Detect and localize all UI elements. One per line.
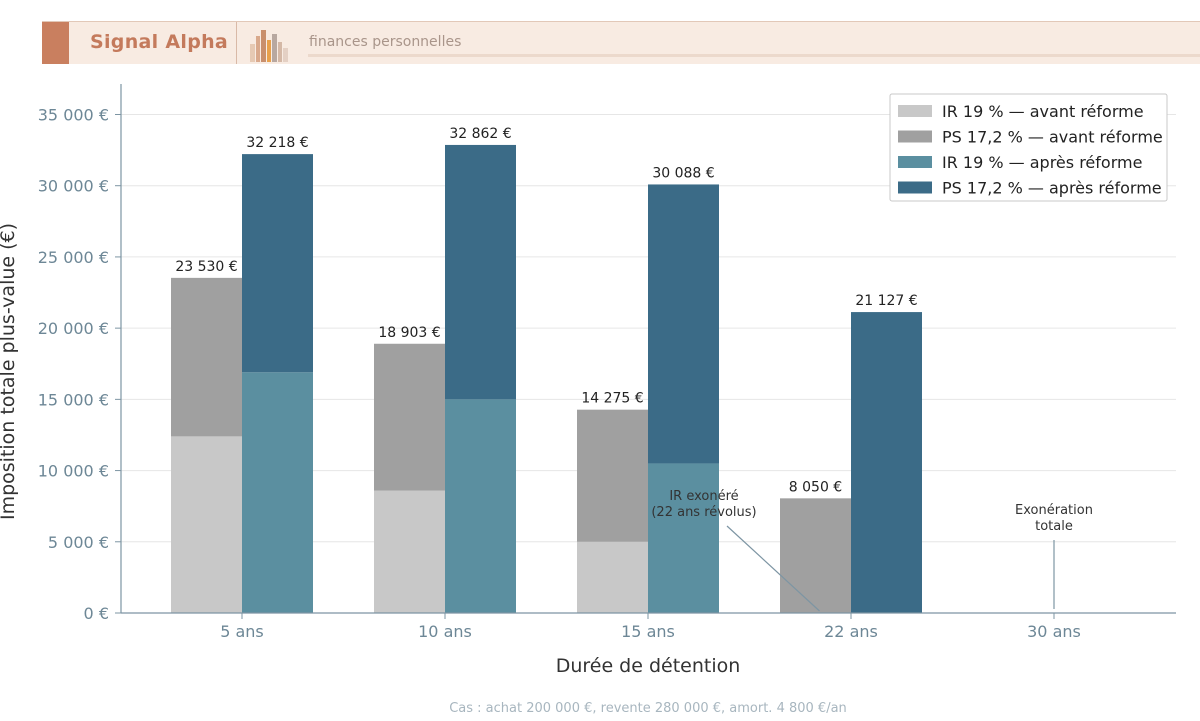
- legend-box: [889, 93, 1168, 202]
- x-tick-label: 10 ans: [418, 622, 472, 641]
- bar-ir-19-apr-s-r-forme-10-ans: [445, 399, 516, 613]
- bar-ps-17-2-apr-s-r-forme-5-ans: [242, 154, 313, 373]
- total-label-avant-22-ans: 8 050 €: [789, 479, 842, 495]
- y-axis-title: Imposition totale plus-value (€): [0, 223, 19, 520]
- total-label-après-5-ans: 32 218 €: [246, 135, 308, 151]
- legend-label-ps-17-2-apr-s-r-forme: PS 17,2 % — après réforme: [942, 179, 1162, 198]
- bar-ir-19-avant-r-forme-5-ans: [171, 436, 242, 613]
- bar-ir-19-apr-s-r-forme-5-ans: [242, 372, 313, 613]
- y-tick-label: 25 000 €: [38, 248, 109, 267]
- bars: [171, 144, 922, 613]
- legend: IR 19 % — avant réforme PS 17,2 % — avant…: [889, 93, 1168, 202]
- value-labels: 23 530 € 18 903 € 14 275 € 8 050 € 32 218 € 3…: [175, 126, 917, 495]
- total-label-avant-5-ans: 23 530 €: [175, 259, 237, 275]
- y-tick-label: 10 000 €: [38, 462, 109, 481]
- annotation-text: totale: [1035, 519, 1073, 534]
- x-tick-label: 15 ans: [621, 622, 675, 641]
- axes: 0 € 5 000 € 10 000 € 15 000 € 20 000 € 25 000…: [0, 84, 1176, 677]
- y-tick-label: 30 000 €: [38, 177, 109, 196]
- tax-chart: 0 € 5 000 € 10 000 € 15 000 € 20 000 € 25 000…: [0, 84, 1176, 677]
- y-tick-label: 35 000 €: [38, 105, 109, 124]
- bar-ir-19-apr-s-r-forme-15-ans: [648, 463, 719, 613]
- brand-name[interactable]: Signal Alpha: [90, 31, 229, 53]
- bar-ps-17-2-avant-r-forme-15-ans: [577, 409, 648, 542]
- annotation-text: IR exonéré: [669, 489, 738, 504]
- x-tick-label: 5 ans: [220, 622, 264, 641]
- bar-ps-17-2-avant-r-forme-10-ans: [374, 343, 445, 491]
- bar-ps-17-2-apr-s-r-forme-15-ans: [648, 184, 719, 464]
- total-label-après-15-ans: 30 088 €: [652, 165, 714, 181]
- annotation-arrow: [726, 525, 820, 612]
- bar-ps-17-2-apr-s-r-forme-10-ans: [445, 144, 516, 400]
- legend-swatch-ps-17-2-avant-r-forme: [898, 130, 932, 143]
- total-label-avant-15-ans: 14 275 €: [581, 391, 643, 407]
- total-label-après-10-ans: 32 862 €: [449, 126, 511, 142]
- annotations: IR exonéré(22 ans révolus) Exonérationtot…: [651, 489, 1093, 612]
- bar-ps-17-2-avant-r-forme-22-ans: [780, 498, 851, 613]
- total-label-avant-10-ans: 18 903 €: [378, 325, 440, 341]
- legend-swatch-ir-19-avant-r-forme: [898, 105, 932, 117]
- site-header: Signal Alpha finances personnelles: [42, 21, 1200, 64]
- x-axis-title: Durée de détention: [556, 655, 741, 677]
- case-caption: Cas : achat 200 000 €, revente 280 000 €…: [449, 701, 847, 716]
- bar-ir-19-avant-r-forme-10-ans: [374, 490, 445, 613]
- legend-swatch-ir-19-apr-s-r-forme: [898, 156, 932, 168]
- legend-swatch-ps-17-2-apr-s-r-forme: [898, 181, 932, 194]
- legend-label-ps-17-2-avant-r-forme: PS 17,2 % — avant réforme: [942, 128, 1163, 147]
- header-divider: [236, 22, 237, 64]
- y-tick-label: 5 000 €: [48, 533, 109, 552]
- tagline-rule: [308, 54, 1200, 57]
- y-tick-label: 0 €: [84, 604, 109, 623]
- bar-ps-17-2-avant-r-forme-5-ans: [171, 277, 242, 437]
- x-tick-label: 30 ans: [1027, 622, 1081, 641]
- tagline: finances personnelles: [309, 34, 462, 50]
- total-label-après-22-ans: 21 127 €: [855, 293, 917, 309]
- legend-label-ir-19-apr-s-r-forme: IR 19 % — après réforme: [942, 153, 1142, 172]
- bar-ps-17-2-apr-s-r-forme-22-ans: [851, 312, 922, 613]
- brand-color-block: [42, 22, 69, 64]
- annotation-text: Exonération: [1015, 503, 1093, 518]
- legend-label-ir-19-avant-r-forme: IR 19 % — avant réforme: [942, 102, 1144, 121]
- x-tick-label: 22 ans: [824, 622, 878, 641]
- y-tick-label: 15 000 €: [38, 390, 109, 409]
- bar-chart-logo-icon: [250, 30, 288, 62]
- bar-ir-19-avant-r-forme-15-ans: [577, 541, 648, 613]
- y-tick-label: 20 000 €: [38, 319, 109, 338]
- annotation-text: (22 ans révolus): [651, 505, 756, 520]
